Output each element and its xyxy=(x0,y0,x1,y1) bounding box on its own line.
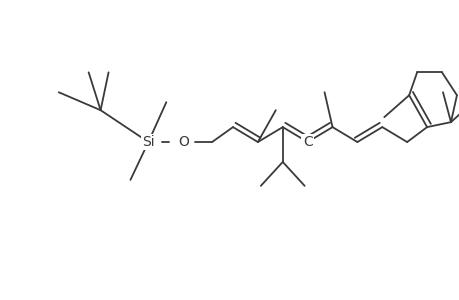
Text: O: O xyxy=(177,135,188,149)
Text: Si: Si xyxy=(142,135,154,149)
Text: C: C xyxy=(302,135,312,149)
